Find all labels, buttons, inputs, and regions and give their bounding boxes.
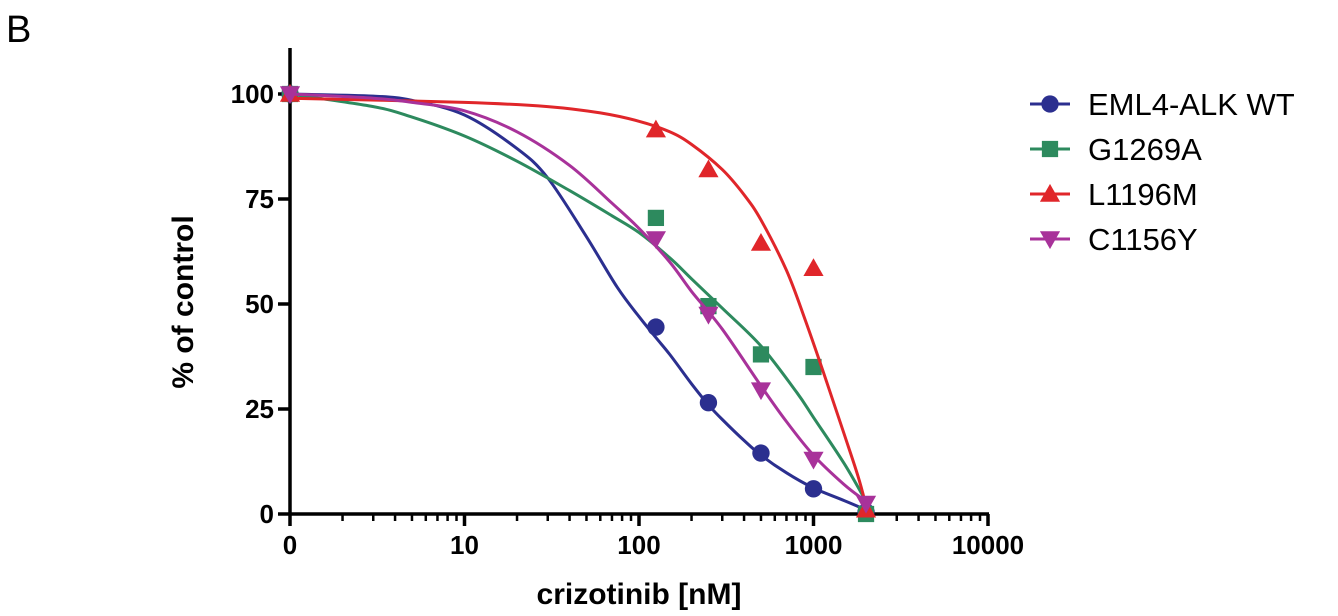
x-tick-label: 100 [617,530,660,560]
data-point [803,258,824,276]
x-tick-label: 0 [283,530,297,560]
data-point [699,394,718,412]
data-point [752,346,770,363]
series-eml4-alk-wt [281,85,875,521]
x-tick-label: 1000 [785,530,843,560]
panel-letter: B [6,9,31,51]
legend-label: EML4-ALK WT [1088,87,1295,122]
data-point [647,318,665,336]
legend-item: C1156Y [1030,222,1198,257]
legend-marker [1039,231,1061,250]
series-l1196m [279,83,877,518]
data-point [698,159,719,178]
series-layer [279,83,877,523]
legend-marker [1039,183,1061,202]
data-point [803,451,824,470]
y-tick-label: 25 [245,394,274,424]
x-tick-label: 10000 [952,530,1024,560]
legend-marker [1041,140,1059,158]
x-axis-title: crizotinib [nM] [537,578,742,611]
y-axis-title: % of control [167,215,200,388]
series-g1269a [281,85,875,523]
data-point [750,233,772,251]
legend-marker [1041,95,1059,113]
data-point [279,86,301,105]
data-point [645,231,666,249]
data-point [750,382,772,401]
data-point [698,306,719,325]
y-tick-label: 0 [260,499,274,529]
legend-label: G1269A [1088,132,1202,167]
y-tick-label: 50 [245,289,274,319]
fit-curve [289,92,867,512]
y-tick-label: 100 [231,79,274,109]
x-tick-label: 10 [450,530,479,560]
data-point [645,119,666,138]
series-c1156y [279,86,877,514]
legend-item: L1196M [1030,177,1198,212]
data-point [647,209,665,227]
fit-curve [289,92,868,503]
data-point [804,480,823,498]
fit-curve [289,92,867,503]
data-point [752,444,770,462]
data-point [805,358,822,376]
legend-label: C1156Y [1088,222,1198,257]
legend-item: G1269A [1030,132,1202,167]
legend: EML4-ALK WT G1269A L1196M C1156Y [1030,87,1295,257]
legend-label: L1196M [1088,177,1198,212]
legend-item: EML4-ALK WT [1030,87,1295,122]
fit-curve [289,96,868,506]
y-tick-label: 75 [245,184,274,214]
data-point [855,495,877,514]
